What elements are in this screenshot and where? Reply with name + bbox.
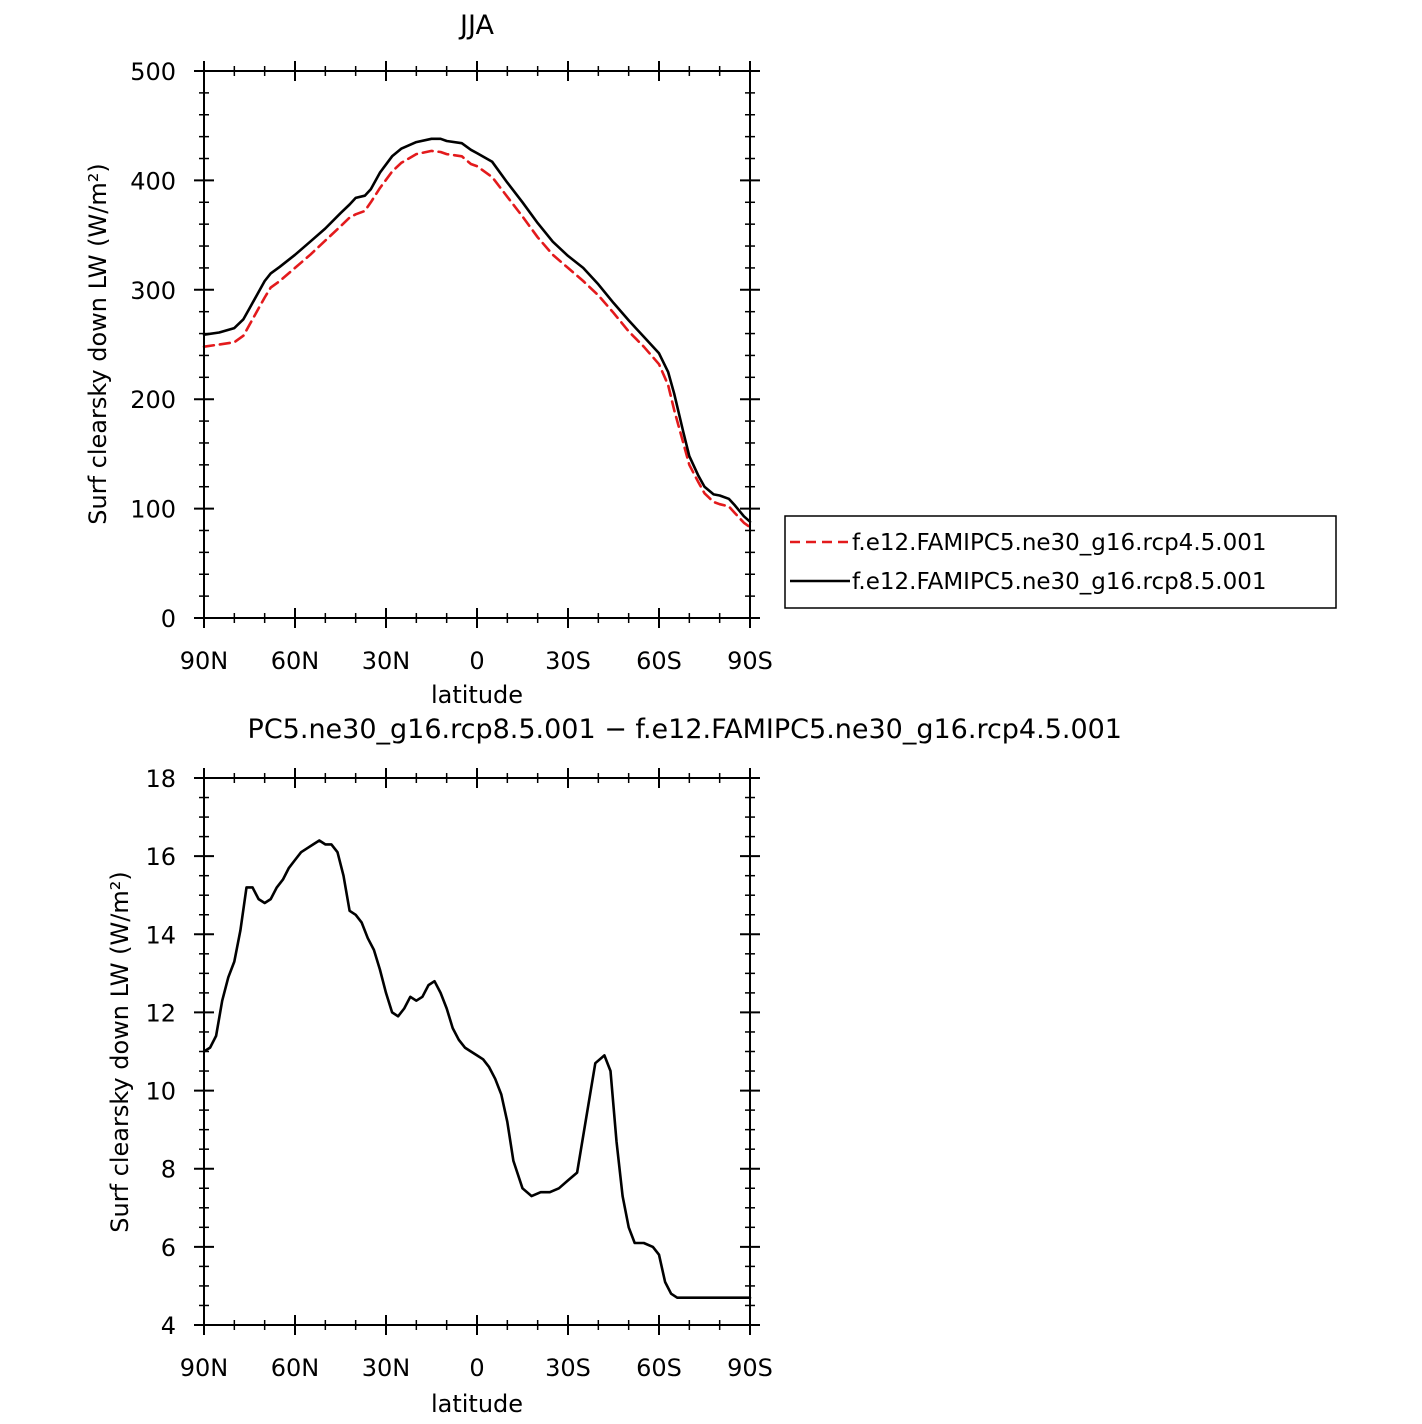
bottom-title: PC5.ne30_g16.rcp8.5.001 − f.e12.FAMIPC5.… (248, 714, 1122, 745)
legend: f.e12.FAMIPC5.ne30_g16.rcp4.5.001 f.e12.… (784, 515, 1337, 609)
bottom-ytick-label: 16 (145, 843, 176, 871)
bottom-xtick-label: 30S (545, 1354, 591, 1382)
top-xtick-label: 30S (545, 647, 591, 675)
bottom-series-line-0 (202, 839, 752, 1299)
bottom-xtick-label: 90N (180, 1354, 229, 1382)
bottom-ytick-label: 8 (161, 1156, 176, 1184)
bottom-xtick-label: 0 (469, 1354, 484, 1382)
top-ytick-label: 500 (130, 58, 176, 86)
bottom-ytick-label: 14 (145, 921, 176, 949)
top-plot-content (202, 137, 752, 529)
top-xtick-label: 60S (636, 647, 682, 675)
bottom-ytick-label: 6 (161, 1234, 176, 1262)
bottom-ylabel: Surf clearsky down LW (W/m²) (106, 871, 134, 1232)
top-xtick-label: 60N (271, 647, 320, 675)
bottom-ytick-label: 18 (145, 765, 176, 793)
bottom-xtick-label: 60N (271, 1354, 320, 1382)
top-series-line-0 (202, 149, 752, 529)
top-xtick-label: 30N (362, 647, 411, 675)
bottom-ticks: 4 6 8 10 12 14 16 18 90N 60N 30N 0 30S 60S 90S (145, 765, 772, 1382)
top-xlabel: latitude (431, 681, 523, 709)
top-title: JJA (458, 10, 494, 41)
top-ytick-label: 0 (161, 605, 176, 633)
bottom-panel: PC5.ne30_g16.rcp8.5.001 − f.e12.FAMIPC5.… (106, 714, 1122, 1418)
bottom-xtick-label: 90S (727, 1354, 773, 1382)
legend-label-rcp45: f.e12.FAMIPC5.ne30_g16.rcp4.5.001 (852, 530, 1266, 556)
top-series-line-1 (202, 137, 752, 523)
bottom-ytick-label: 12 (145, 999, 176, 1027)
top-ytick-label: 400 (130, 167, 176, 195)
top-ylabel: Surf clearsky down LW (W/m²) (84, 163, 112, 524)
legend-box (784, 515, 1337, 609)
top-ytick-label: 100 (130, 496, 176, 524)
top-ytick-label: 300 (130, 277, 176, 305)
bottom-plot-frame (203, 777, 751, 1326)
legend-label-rcp85: f.e12.FAMIPC5.ne30_g16.rcp8.5.001 (852, 569, 1266, 595)
bottom-ytick-label: 10 (145, 1078, 176, 1106)
bottom-plot-content (202, 839, 752, 1299)
bottom-ytick-label: 4 (161, 1312, 176, 1340)
top-xtick-label: 0 (469, 647, 484, 675)
top-xtick-label: 90N (180, 647, 229, 675)
top-ytick-label: 200 (130, 386, 176, 414)
top-xtick-label: 90S (727, 647, 773, 675)
bottom-xtick-label: 30N (362, 1354, 411, 1382)
top-ticks: 0 100 200 300 400 500 90N 60N 30N 0 30S 60S 90S (130, 58, 773, 675)
bottom-xlabel: latitude (431, 1390, 523, 1418)
bottom-xtick-label: 60S (636, 1354, 682, 1382)
